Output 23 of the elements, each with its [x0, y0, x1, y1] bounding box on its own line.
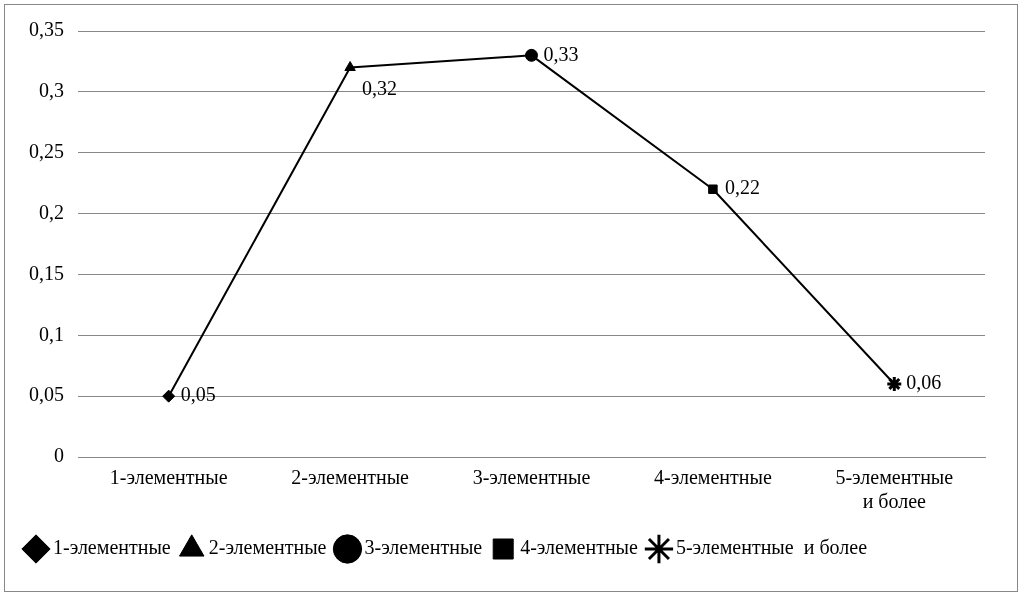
- legend-label: 4-элементные: [520, 536, 639, 559]
- x-tick-label: 2-элементные: [291, 466, 410, 489]
- y-tick-label: 0,15: [29, 261, 64, 284]
- legend-label: 3-элементные: [364, 536, 483, 559]
- legend-label: 5-элементные и более: [675, 536, 868, 559]
- data-label: 0,33: [543, 42, 579, 65]
- y-tick-label: 0,1: [39, 322, 64, 345]
- x-tick-label: 5-элементные и более: [835, 466, 954, 513]
- x-tick-label: 1-элементные: [109, 466, 228, 489]
- data-label: 0,05: [180, 383, 216, 406]
- x-tick-label: 4-элементные: [654, 466, 772, 489]
- data-label: 0,22: [724, 176, 760, 199]
- y-tick-label: 0,2: [39, 200, 64, 223]
- y-tick-label: 0,05: [29, 383, 64, 406]
- legend-label: 1-элементные: [53, 536, 171, 559]
- y-tick-label: 0: [54, 444, 64, 467]
- data-label: 0,06: [906, 371, 942, 394]
- y-tick-label: 0,25: [29, 139, 64, 162]
- y-tick-label: 0,35: [29, 18, 64, 41]
- y-tick-label: 0,3: [39, 79, 64, 102]
- data-label: 0,32: [362, 76, 398, 99]
- x-tick-label: 3-элементные: [472, 466, 591, 489]
- legend-label: 2-элементные: [208, 536, 327, 559]
